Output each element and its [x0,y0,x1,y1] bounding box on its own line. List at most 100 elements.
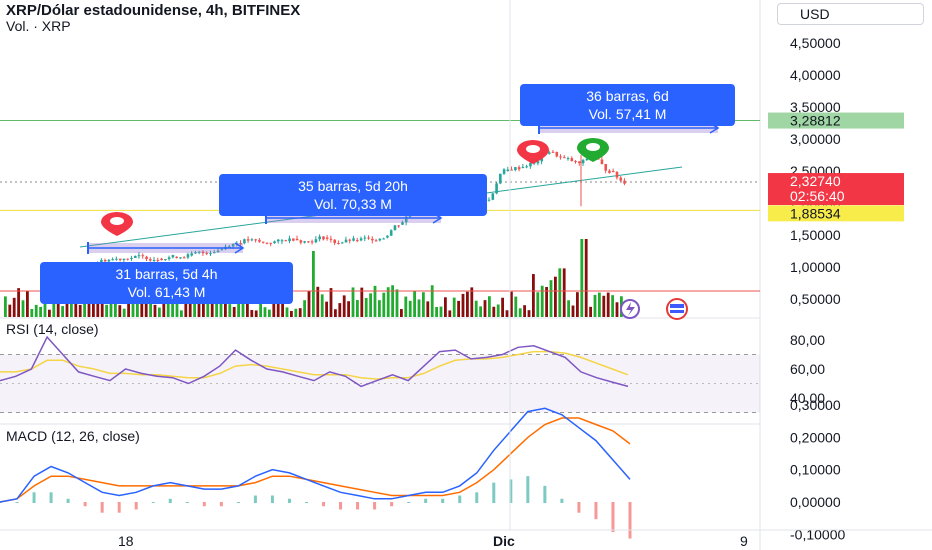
volume-bar [30,309,34,317]
candle-body [288,238,291,242]
volume-bar [549,280,553,317]
macd-histogram-bar [185,502,189,503]
measure-box-1[interactable]: 31 barras, 5d 4h Vol. 61,43 M [40,262,293,304]
volume-bar [593,294,597,317]
volume-bar [532,274,535,317]
candle-body [292,238,295,241]
volume-bar [611,295,614,317]
candle-body [122,258,126,260]
candle-body [254,239,258,241]
volume-bar [598,292,601,317]
candle-body [510,169,513,171]
volume-bar [452,297,456,317]
volume-bar [105,304,108,317]
candle-body [611,171,615,172]
price-tag-green-bg [768,112,904,129]
candle-body [137,255,141,257]
candle-body [363,237,367,239]
macd-histogram-bar [66,498,70,503]
candle-body [506,169,510,171]
candle-body [495,183,498,194]
volume-bar [496,304,500,317]
volume-bar [92,301,95,317]
macd-histogram-bar [202,502,206,507]
candle-body [551,151,555,153]
volume-bar [78,304,82,317]
volume-bar [131,294,135,317]
candle-body [216,250,220,253]
volume-bar [364,298,368,317]
time-axis-tick: 18 [118,533,134,549]
macd-histogram-bar [253,495,257,503]
volume-bar [316,286,320,317]
volume-bar [435,306,438,317]
volume-bar [228,304,232,317]
candle-body [141,255,145,257]
volume-bar [175,294,179,317]
volume-bar [180,310,183,317]
volume-bar [325,301,328,317]
candle-body [152,259,156,261]
candle-body [186,254,190,258]
volume-bar [342,295,346,317]
volume-bar [430,285,434,317]
candle-body [367,237,370,239]
volume-bar [567,300,570,317]
candle-body [197,251,201,253]
volume-bar [413,290,416,317]
volume-bar [602,295,606,317]
candle-body [261,241,265,243]
candle-body [228,246,231,248]
rsi-label: RSI (14, close) [6,321,99,337]
candle-body [574,161,577,163]
volume-bar [338,303,342,317]
macd-axis-tick: 0,30000 [790,397,841,413]
macd-histogram-bar [236,502,240,503]
candle-body [578,161,581,164]
macd-axis-tick: 0,10000 [790,462,841,478]
candle-body [401,222,404,225]
volume-bar [448,310,452,317]
volume-bar [422,292,425,317]
candle-body [220,249,224,251]
volume-bar [109,300,113,317]
volume-bar [118,305,122,317]
volume-bar [395,289,399,317]
volume-bar [554,276,557,317]
volume-bar [492,306,496,317]
volume-bar [404,296,408,317]
marker-pin-2-hole [526,145,540,153]
measure-box-2[interactable]: 35 barras, 5d 20h Vol. 70,33 M [219,174,487,216]
volume-bar [536,292,540,317]
candle-body [348,239,352,241]
candle-body [604,163,608,171]
measure-2-vol: Vol. 70,33 M [314,196,392,212]
candle-body [284,240,288,242]
candle-body [280,240,284,242]
price-tag-yellow-text: 1,88534 [790,205,841,221]
price-axis-tick: 3,50000 [790,99,841,115]
price-axis-tick: 1,00000 [790,259,841,275]
volume-bar [114,294,117,317]
macd-histogram-bar [304,502,308,503]
candle-body [352,238,355,241]
candle-body [356,240,359,242]
measure-3-vol: Vol. 57,41 M [588,106,667,122]
volume-bar [285,307,289,317]
volume-bar [312,251,315,317]
macd-axis-tick: 0,20000 [790,429,841,445]
measure-box-3[interactable]: 36 barras, 6d Vol. 57,41 M [520,84,735,126]
macd-histogram-bar [356,502,360,510]
lightning-icon [626,302,635,316]
candle-body [517,167,521,170]
volume-bar [576,292,579,317]
currency-button[interactable]: USD [777,3,924,25]
candle-body [107,259,111,262]
candle-body [194,252,197,254]
volume-bar [184,301,188,317]
candle-body [171,255,175,258]
rsi-ma-line [0,350,629,380]
chart-title: XRP/Dólar estadounidense, 4h, BITFINEX [6,2,301,19]
volume-bar [202,301,205,317]
